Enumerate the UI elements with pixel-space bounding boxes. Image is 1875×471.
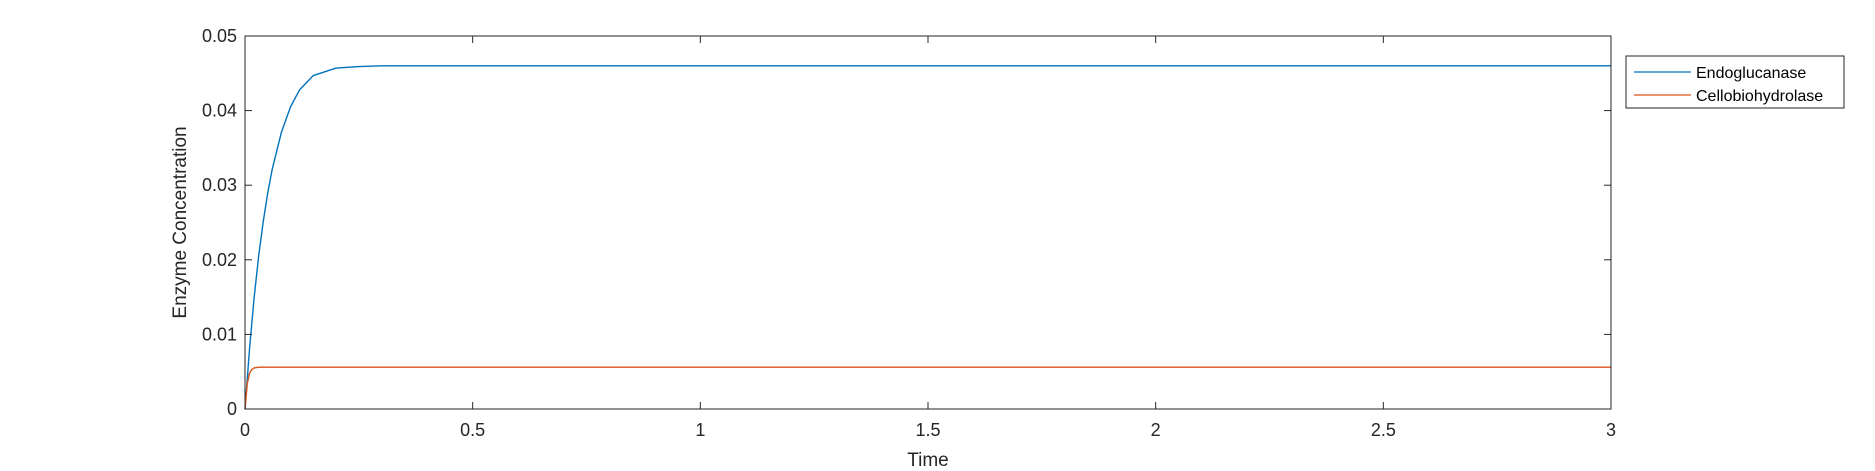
x-tick-label: 3 bbox=[1606, 420, 1616, 440]
x-tick-label: 2 bbox=[1151, 420, 1161, 440]
x-tick-label: 1.5 bbox=[915, 420, 940, 440]
legend-box bbox=[1625, 55, 1845, 109]
y-tick-label: 0.04 bbox=[202, 101, 237, 121]
x-tick-label: 0 bbox=[240, 420, 250, 440]
series-line-cellobiohydrolase bbox=[244, 366, 1611, 410]
y-tick-label: 0 bbox=[227, 399, 237, 419]
series-lines bbox=[244, 65, 1611, 410]
x-tick-label: 0.5 bbox=[460, 420, 485, 440]
legend-label-cellobiohydrolase: Cellobiohydrolase bbox=[1696, 88, 1823, 105]
legend: Endoglucanase Cellobiohydrolase bbox=[1625, 55, 1845, 109]
y-tick-label: 0.01 bbox=[202, 324, 237, 344]
y-tick-label: 0.03 bbox=[202, 175, 237, 195]
x-axis-label: Time bbox=[907, 450, 949, 471]
series-line-endoglucanase bbox=[244, 65, 1611, 410]
axis-ticks: 0 0.5 1 1.5 2 2.5 3 0 0.01 0.02 0.03 0.04 0.05 bbox=[202, 26, 1616, 440]
x-tick-label: 1 bbox=[695, 420, 705, 440]
y-axis-label: Enzyme Concentration bbox=[170, 126, 191, 318]
y-tick-label: 0.05 bbox=[202, 26, 237, 46]
x-tick-label: 2.5 bbox=[1371, 420, 1396, 440]
legend-label-endoglucanase: Endoglucanase bbox=[1696, 65, 1806, 82]
y-tick-label: 0.02 bbox=[202, 250, 237, 270]
